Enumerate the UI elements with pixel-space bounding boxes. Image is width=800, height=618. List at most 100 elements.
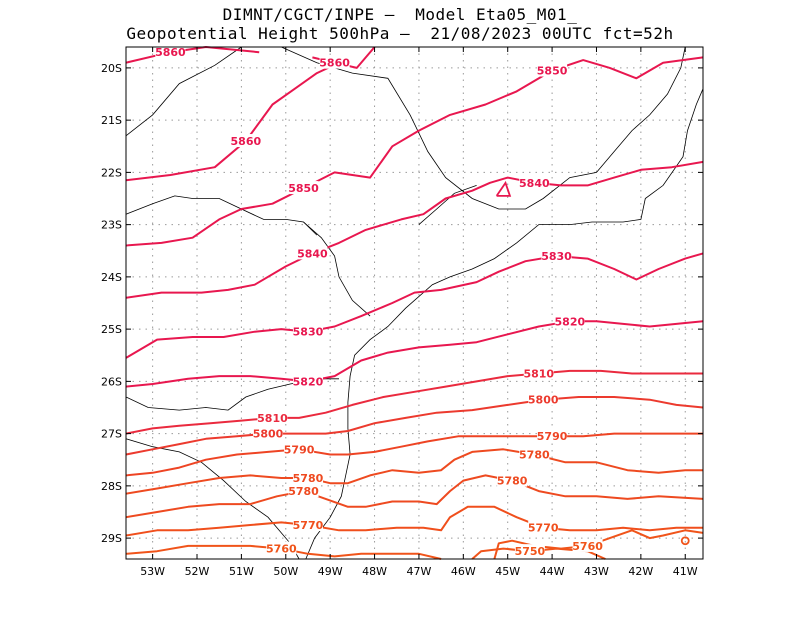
x-tick-label: 52W: [185, 565, 210, 578]
svg-text:5850: 5850: [537, 65, 568, 78]
coastline: [305, 88, 704, 560]
x-tick-label: 47W: [407, 565, 432, 578]
svg-text:5760: 5760: [266, 543, 297, 556]
coastline: [125, 46, 242, 137]
chart-title: DIMNT/CGCT/INPE — Model Eta05_M01_: [222, 5, 578, 24]
contour-label: 5790: [537, 429, 568, 443]
svg-text:5830: 5830: [541, 250, 572, 263]
contour-label: 5780: [288, 484, 319, 498]
y-tick-label: 25S: [101, 323, 122, 336]
svg-text:5800: 5800: [253, 428, 284, 441]
contour-label: 5860: [231, 134, 262, 148]
svg-text:5860: 5860: [231, 135, 262, 148]
contour-label: 5840: [297, 246, 328, 260]
contour-line-5790: [125, 432, 703, 477]
y-tick-label: 20S: [101, 62, 122, 75]
chart-subtitle: Geopotential Height 500hPa — 21/08/2023 …: [126, 24, 674, 43]
contour-closed-small: [495, 180, 512, 197]
x-tick-label: 48W: [362, 565, 387, 578]
svg-text:5860: 5860: [319, 57, 350, 70]
y-tick-label: 24S: [101, 271, 122, 284]
y-tick-label: 23S: [101, 219, 122, 232]
x-tick-label: 46W: [451, 565, 476, 578]
contour-label: 5750: [515, 544, 546, 558]
coastline: [281, 46, 686, 210]
contour-label: 5810: [257, 410, 288, 425]
coastline: [418, 185, 477, 225]
contour-line-5860: [125, 61, 340, 182]
svg-text:5770: 5770: [293, 519, 324, 532]
contour-line-5800: [125, 396, 704, 456]
x-tick-label: 44W: [540, 565, 565, 578]
svg-text:5810: 5810: [523, 368, 554, 381]
contour-label: 5820: [293, 374, 324, 388]
y-tick-label: 22S: [101, 166, 122, 179]
svg-text:5840: 5840: [297, 247, 328, 260]
contour-line-5830: [125, 252, 704, 359]
contour-line-5780: [125, 474, 704, 519]
contour-label: 5830: [541, 248, 572, 263]
contour-label: 5830: [293, 324, 324, 339]
contour-closed-small: [680, 536, 690, 546]
y-tick-label: 26S: [101, 375, 122, 388]
y-tick-label: 29S: [101, 532, 122, 545]
svg-text:5810: 5810: [257, 412, 288, 425]
contour-line-5860: [125, 46, 260, 64]
contour-line-5780: [125, 448, 703, 495]
contour-label: 5850: [288, 181, 319, 195]
contour-line-5810: [125, 369, 703, 435]
svg-text:5860: 5860: [155, 46, 186, 59]
y-tick-label: 27S: [101, 428, 122, 441]
svg-text:5780: 5780: [293, 472, 324, 485]
svg-text:5850: 5850: [288, 182, 319, 195]
x-tick-label: 43W: [584, 565, 609, 578]
contour-label: 5780: [293, 471, 324, 485]
svg-text:5790: 5790: [284, 443, 315, 456]
svg-text:5760: 5760: [572, 540, 603, 553]
contour-label: 5780: [497, 473, 528, 488]
contour-line-5820: [125, 320, 704, 388]
x-tick-label: 42W: [628, 565, 653, 578]
contour-label: 5810: [523, 366, 554, 381]
contour-label: 5760: [572, 538, 603, 553]
x-tick-label: 45W: [495, 565, 520, 578]
contour-label: 5770: [293, 518, 324, 532]
contour-label: 5800: [253, 426, 284, 441]
contour-label: 5820: [555, 314, 586, 328]
svg-text:5780: 5780: [519, 449, 550, 462]
plot-frame: [125, 46, 704, 560]
svg-text:5800: 5800: [528, 394, 559, 407]
contour-label: 5800: [528, 392, 559, 407]
svg-text:5750: 5750: [515, 545, 546, 558]
contour-label: 5790: [284, 442, 315, 456]
contour-label: 5840: [519, 175, 550, 190]
contour-line-5850: [125, 56, 704, 247]
svg-text:5780: 5780: [288, 485, 319, 498]
contour-label: 5860: [155, 45, 186, 59]
coastline: [125, 438, 300, 560]
contour-label: 5860: [319, 55, 350, 70]
x-tick-label: 49W: [318, 565, 343, 578]
x-tick-label: 53W: [140, 565, 165, 578]
svg-text:5840: 5840: [519, 177, 550, 190]
x-tick-label: 51W: [229, 565, 254, 578]
contour-line-5770: [125, 505, 703, 537]
coastline: [125, 195, 318, 236]
svg-text:5780: 5780: [497, 475, 528, 488]
x-tick-label: 50W: [273, 565, 298, 578]
y-tick-label: 28S: [101, 480, 122, 493]
contour-label: 5770: [528, 520, 559, 535]
contour-line-5840: [125, 160, 704, 299]
contour-label: 5760: [266, 541, 297, 556]
svg-text:5790: 5790: [537, 430, 568, 443]
y-tick-label: 21S: [101, 114, 122, 127]
svg-text:5820: 5820: [293, 375, 324, 388]
svg-text:5820: 5820: [555, 315, 586, 328]
contour-label: 5850: [537, 63, 568, 78]
x-tick-label: 41W: [673, 565, 698, 578]
svg-text:5770: 5770: [528, 522, 559, 535]
coastline: [303, 221, 371, 317]
svg-text:5830: 5830: [293, 326, 324, 339]
contour-label: 5780: [519, 447, 550, 462]
